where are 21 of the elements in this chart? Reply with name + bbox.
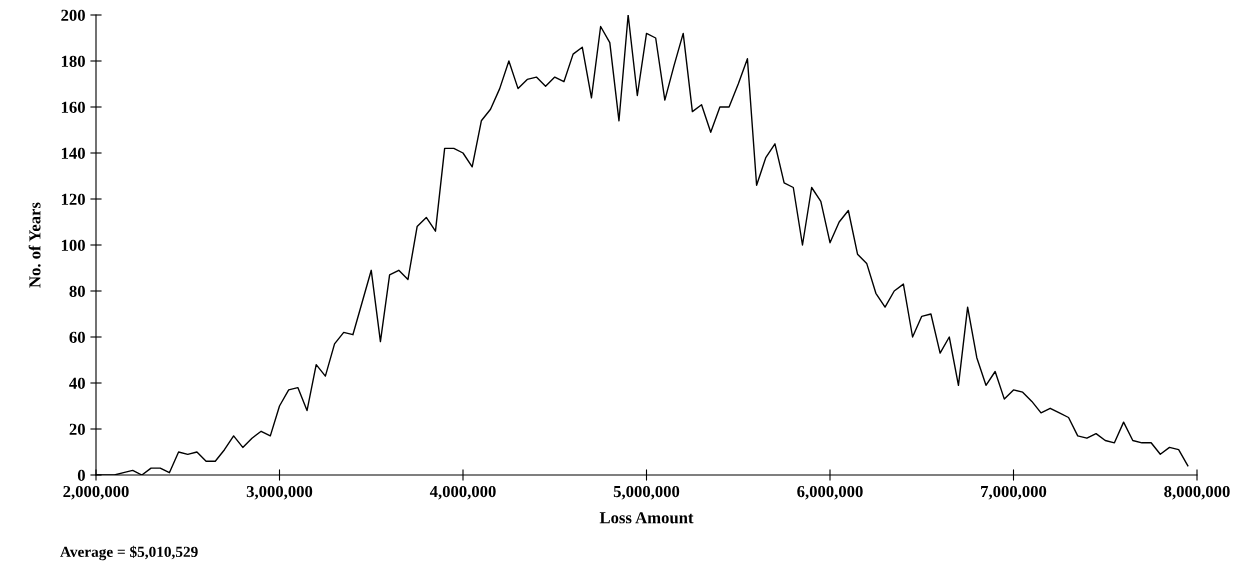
x-axis-title: Loss Amount — [599, 512, 694, 524]
x-tick-label: 4,000,000 — [429, 485, 496, 500]
text: Average = $5,010,529 — [60, 545, 198, 561]
y-tick-label: 60 — [69, 331, 85, 343]
x-tick-label: 2,000,000 — [63, 485, 129, 500]
x-tick-label: 8,000,000 — [1164, 485, 1230, 500]
y-tick-label: 0 — [77, 469, 85, 481]
x-tick-label: 3,000,000 — [246, 485, 313, 500]
x-tick-label: 7,000,000 — [981, 485, 1047, 500]
x-tick-label: 6,000,000 — [797, 485, 863, 500]
y-tick-label: 180 — [61, 55, 85, 67]
y-axis-title: No. of Years — [28, 202, 41, 288]
y-tick-label: 160 — [61, 101, 85, 113]
y-tick-label: 40 — [69, 377, 85, 389]
y-tick-label: 140 — [61, 147, 85, 159]
x-tick-label: 5,000,000 — [613, 485, 680, 500]
y-tick-label: 80 — [69, 285, 85, 297]
y-tick-label: 120 — [61, 193, 85, 205]
y-tick-label: 100 — [61, 239, 85, 251]
y-tick-label: 200 — [61, 9, 85, 21]
y-tick-label: 20 — [69, 423, 85, 435]
